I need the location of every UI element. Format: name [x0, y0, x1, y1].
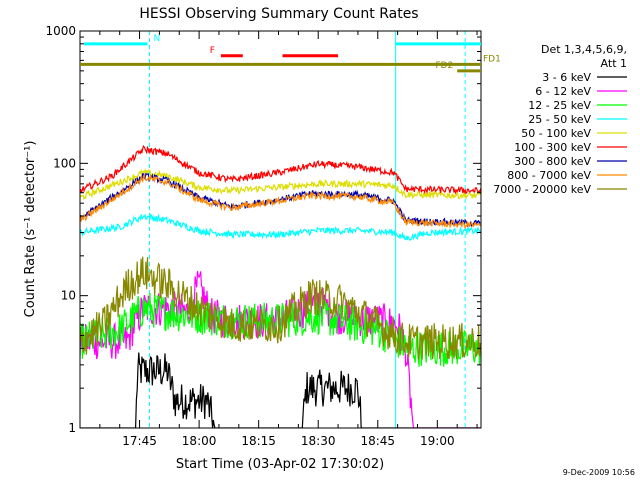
y-axis-label: Count Rate (s⁻¹ detector⁻¹) — [23, 141, 38, 318]
y-tick-label: 1 — [68, 421, 76, 435]
legend-label-800-7000-kev: 800 - 7000 keV — [507, 169, 591, 182]
legend-label-50-100-kev: 50 - 100 keV — [521, 127, 591, 140]
footer-timestamp: 9-Dec-2009 10:56 — [563, 468, 635, 477]
axes: 17:45 18:00 18:15 18:30 18:45 19:00 1 10 100 1000 — [45, 24, 481, 448]
series-line-100-300-kev — [80, 144, 481, 195]
legend-label-25-50-kev: 25 - 50 keV — [528, 113, 591, 126]
legend-label-12-25-kev: 12 - 25 keV — [528, 99, 591, 112]
x-axis-label: Start Time (03-Apr-02 17:30:02) — [176, 457, 384, 472]
flag-label-fd1: FD1 — [483, 54, 501, 64]
chart-title: HESSI Observing Summary Count Rates — [139, 6, 418, 22]
y-tick-label: 100 — [53, 156, 76, 170]
x-tick-label: 17:45 — [122, 434, 157, 448]
flag-label-fd2: FD2 — [435, 61, 453, 71]
x-tick-label: 18:15 — [241, 434, 276, 448]
legend-label-3-6-kev: 3 - 6 keV — [542, 71, 591, 84]
series-line-300-800-kev — [80, 172, 481, 228]
y-tick-label: 10 — [61, 289, 76, 303]
plot-area — [80, 31, 481, 428]
series-line-7000-20000-kev — [80, 256, 481, 360]
flag-label-n: N — [153, 34, 160, 44]
series-line-25-50-kev — [80, 213, 481, 241]
plot-frame — [79, 30, 482, 429]
series-line-50-100-kev — [80, 167, 481, 201]
y-tick-label: 1000 — [45, 24, 76, 38]
flag-label-f: F — [210, 46, 215, 56]
x-tick-label: 18:45 — [360, 434, 395, 448]
legend-label-300-800-kev: 300 - 800 keV — [514, 155, 591, 168]
x-tick-label: 18:30 — [301, 434, 336, 448]
legend-header-line-1: Det 1,3,4,5,6,9, — [541, 43, 627, 56]
legend-label-100-300-kev: 100 - 300 keV — [514, 141, 591, 154]
x-tick-label: 18:00 — [182, 434, 217, 448]
series-line-800-7000-kev — [80, 172, 481, 230]
legend-label-6-12-kev: 6 - 12 keV — [535, 85, 591, 98]
legend-label-7000-20000-kev: 7000 - 20000 keV — [493, 183, 591, 196]
x-tick-label: 19:00 — [420, 434, 455, 448]
series-line-3-6-kev — [80, 352, 481, 428]
legend-header-line-2: Att 1 — [601, 57, 627, 70]
